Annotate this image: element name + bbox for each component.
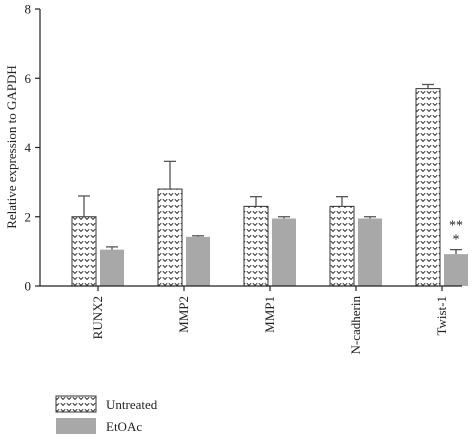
significance-mark: ** (449, 219, 463, 234)
bar-etoac-mmp2 (186, 236, 210, 286)
x-tick-label-twist-1: Twist-1 (434, 296, 449, 336)
bar-etoac-mmp1 (272, 218, 296, 286)
bar-untreated-twist-1 (415, 88, 441, 287)
legend-swatch-untreated (55, 395, 97, 413)
legend-label-etoac: EtOAc (106, 419, 142, 434)
significance-mark: * (453, 233, 460, 248)
y-tick-label: 0 (25, 279, 32, 294)
y-axis-label: Relative expression to GAPDH (4, 65, 19, 229)
bars (71, 83, 468, 287)
bar-etoac-twist-1 (444, 254, 468, 286)
y-tick-label: 8 (25, 2, 32, 17)
legend: Untreated EtOAc (55, 395, 158, 434)
bar-untreated-n-cadherin (329, 205, 355, 287)
y-tick-label: 6 (25, 71, 32, 86)
legend-swatch-etoac (56, 418, 96, 434)
y-tick-label: 2 (25, 209, 32, 224)
y-tick-label: 4 (25, 140, 32, 155)
bar-etoac-runx2 (100, 249, 124, 286)
bar-etoac-n-cadherin (358, 218, 382, 286)
x-tick-label-runx2: RUNX2 (90, 296, 105, 339)
bar-untreated-mmp2 (157, 188, 183, 287)
x-tick-label-mmp1: MMP1 (262, 296, 277, 333)
significance-annotations: *** (449, 219, 463, 248)
legend-label-untreated: Untreated (106, 397, 158, 412)
y-axis: 0 2 4 6 8 (25, 2, 41, 294)
bar-untreated-mmp1 (243, 205, 269, 287)
x-axis: RUNX2 MMP2 MMP1 N-cadherin Twist-1 (40, 285, 462, 355)
x-tick-label-n-cadherin: N-cadherin (348, 296, 363, 355)
bar-untreated-runx2 (71, 216, 97, 287)
x-tick-label-mmp2: MMP2 (176, 296, 191, 333)
